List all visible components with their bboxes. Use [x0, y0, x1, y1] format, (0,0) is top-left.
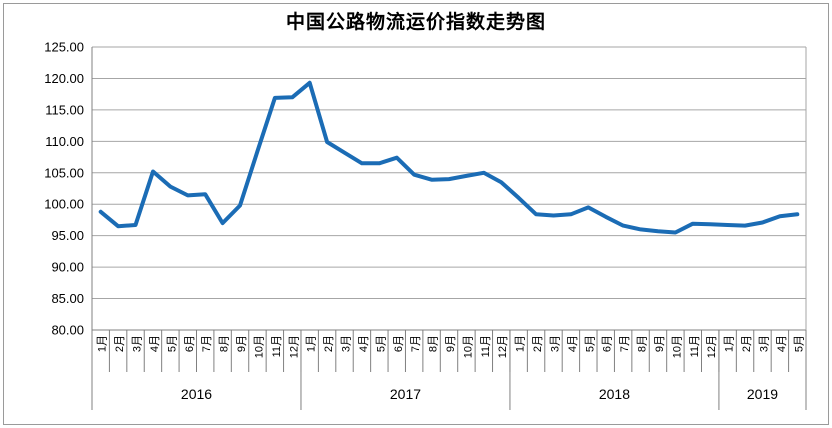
y-axis-tick-label: 85.00	[51, 291, 84, 306]
x-axis-month-label: 3月	[758, 335, 770, 352]
freight-index-line	[98, 80, 800, 235]
x-axis-month-label: 5月	[375, 335, 387, 352]
x-axis-month-label: 8月	[428, 335, 440, 352]
x-axis-month-label: 7月	[201, 335, 213, 352]
chart-title: 中国公路物流运价指数走势图	[285, 12, 546, 33]
y-axis-tick-label: 95.00	[51, 228, 84, 243]
y-axis-tick-label: 80.00	[51, 323, 84, 338]
x-axis-month-label: 1月	[515, 335, 527, 352]
x-axis-month-label: 6月	[393, 335, 405, 352]
axes	[91, 47, 807, 330]
x-axis-month-label: 11月	[480, 335, 492, 357]
x-axis-month-label: 4月	[776, 335, 788, 352]
x-axis-month-label: 1月	[97, 335, 109, 352]
x-axis-month-label: 2月	[741, 335, 753, 352]
x-axis-month-label: 6月	[602, 335, 614, 352]
x-axis-month-label: 6月	[184, 335, 196, 352]
x-axis-month-label: 3月	[132, 335, 144, 352]
x-axis-month-label: 9月	[654, 335, 666, 352]
x-axis-month-label: 2月	[114, 335, 126, 352]
gridlines	[92, 46, 806, 331]
x-axis-month-label: 10月	[671, 335, 683, 358]
x-axis-month-label: 12月	[706, 335, 718, 358]
x-axis-month-label: 5月	[793, 335, 805, 352]
x-axis-month-label: 12月	[497, 335, 509, 358]
x-axis-month-labels: 1月 2月 3月 4月 5月 6月 7月 8月 9月 10月 11月 12月 1月 2月 3月 4月 5月 6月 7…	[97, 335, 806, 358]
y-axis-tick-label: 100.00	[44, 197, 84, 212]
x-axis-month-label: 10月	[462, 335, 474, 358]
y-axis-tick-label: 110.00	[45, 134, 84, 149]
y-axis-tick-label: 90.00	[51, 260, 84, 275]
y-axis-tick-label: 105.00	[44, 165, 84, 180]
y-axis-labels: 125.00 120.00 115.00 110.00 105.00 100.00 95.0…	[44, 40, 84, 338]
x-axis-month-label: 3月	[549, 335, 561, 352]
x-axis-month-label: 8月	[219, 335, 231, 352]
x-axis-month-label: 2月	[323, 335, 335, 352]
x-axis-month-label: 4月	[358, 335, 370, 352]
year-label: 2017	[390, 386, 421, 402]
x-axis-month-label: 7月	[619, 335, 631, 352]
x-axis-month-label: 5月	[584, 335, 596, 352]
x-axis-month-label: 4月	[149, 335, 161, 352]
x-axis-month-label: 2月	[532, 335, 544, 352]
y-axis-tick-label: 125.00	[44, 40, 84, 55]
year-label: 2016	[181, 386, 212, 402]
x-axis-month-label: 11月	[689, 335, 701, 357]
x-axis-month-label: 1月	[306, 335, 318, 352]
y-axis-tick-label: 115.00	[45, 102, 84, 117]
year-label: 2019	[747, 386, 778, 402]
x-axis-month-label: 11月	[271, 335, 283, 357]
x-axis-month-label: 1月	[724, 335, 736, 352]
x-axis-month-label: 9月	[236, 335, 248, 352]
x-axis-month-label: 9月	[445, 335, 457, 352]
x-axis-month-label: 4月	[567, 335, 579, 352]
x-axis-month-label: 8月	[637, 335, 649, 352]
x-axis-month-label: 3月	[341, 335, 353, 352]
year-label: 2018	[599, 386, 630, 402]
x-axis-month-label: 5月	[166, 335, 178, 352]
y-axis-tick-label: 120.00	[44, 71, 84, 86]
x-axis-month-label: 12月	[288, 335, 300, 358]
x-axis-year-labels: 2016 2017 2018 2019	[91, 330, 807, 410]
x-axis-month-label: 10月	[253, 335, 265, 358]
x-axis-month-label: 7月	[410, 335, 422, 352]
